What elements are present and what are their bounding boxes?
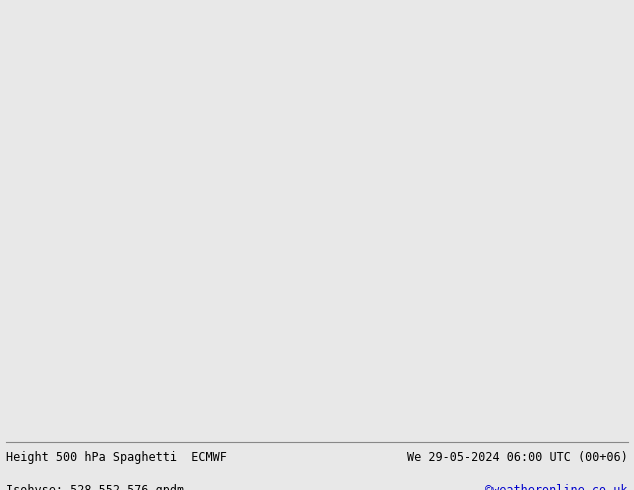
Text: We 29-05-2024 06:00 UTC (00+06): We 29-05-2024 06:00 UTC (00+06) bbox=[407, 451, 628, 464]
Text: Height 500 hPa Spaghetti  ECMWF: Height 500 hPa Spaghetti ECMWF bbox=[6, 451, 227, 464]
Text: Isohyse: 528 552 576 gpdm: Isohyse: 528 552 576 gpdm bbox=[6, 484, 184, 490]
Text: ©weatheronline.co.uk: ©weatheronline.co.uk bbox=[485, 484, 628, 490]
